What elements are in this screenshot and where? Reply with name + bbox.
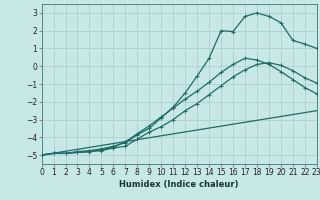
X-axis label: Humidex (Indice chaleur): Humidex (Indice chaleur) xyxy=(119,180,239,189)
